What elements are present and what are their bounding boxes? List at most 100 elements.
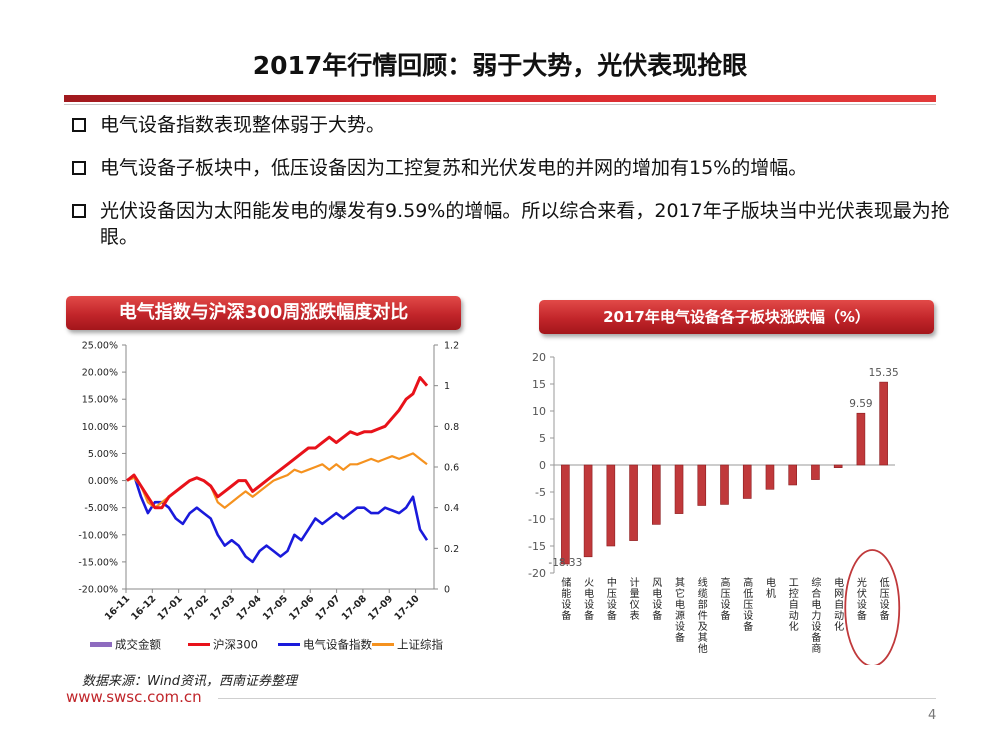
y-tick-label: -10 <box>528 513 546 526</box>
category-label-char: 设 <box>652 599 662 611</box>
left-y-tick-label: -5.00% <box>84 503 118 514</box>
left-y-tick-label: -10.00% <box>78 530 118 541</box>
category-label-char: 电 <box>652 587 662 600</box>
left-y-tick-label: 10.00% <box>82 422 118 433</box>
category-label-char: 电 <box>766 576 776 589</box>
checkbox-bullet-icon <box>72 118 86 132</box>
right-chart-banner: 2017年电气设备各子板块涨跌幅（%） <box>539 300 934 334</box>
legend-swatch <box>90 642 112 647</box>
category-label-char: 及 <box>698 621 708 633</box>
right-y-tick-label: 0.8 <box>444 422 459 433</box>
x-tick-label: 17-08 <box>340 593 370 623</box>
category-label-char: 高 <box>743 576 753 589</box>
series-line-上证综指 <box>126 452 428 509</box>
bullet-text: 电气设备子板块中，低压设备因为工控复苏和光伏发电的并网的增加有15%的增幅。 <box>100 157 808 179</box>
bar-电网自动化 <box>833 464 843 469</box>
bar-中压设备 <box>606 464 616 547</box>
category-label-char: 压 <box>880 588 890 600</box>
category-label-char: 化 <box>834 620 844 633</box>
bar-其它电源设备 <box>674 464 684 514</box>
x-tick-label: 17-10 <box>392 593 422 623</box>
legend-label: 成交金额 <box>115 638 161 652</box>
left-y-tick-label: 0.00% <box>88 476 118 487</box>
category-label-char: 电 <box>584 587 594 600</box>
category-label-char: 源 <box>675 609 685 622</box>
page-number: 4 <box>928 708 937 723</box>
legend-label: 电气设备指数 <box>303 638 372 652</box>
category-label-char: 自 <box>789 598 799 611</box>
x-tick-label: 17-06 <box>287 593 317 623</box>
category-label-char: 控 <box>789 587 799 600</box>
data-source-note: 数据来源：Wind资讯，西南证券整理 <box>82 674 297 689</box>
category-label-char: 力 <box>811 609 821 622</box>
category-label-char: 设 <box>811 621 821 633</box>
footer-rule <box>218 698 936 699</box>
category-label-char: 合 <box>811 587 821 600</box>
category-label-char: 设 <box>880 599 890 611</box>
category-label-char: 压 <box>743 599 753 611</box>
x-tick-label: 17-09 <box>366 593 395 622</box>
y-tick-label: 15 <box>532 378 546 391</box>
right-y-tick-label: 0.4 <box>444 503 459 514</box>
category-label-char: 备 <box>811 631 821 644</box>
y-tick-label: 5 <box>539 432 546 445</box>
x-tick-label: 16-12 <box>129 593 158 622</box>
x-tick-label: 16-11 <box>103 593 132 622</box>
series-line-电气设备指数 <box>126 473 429 564</box>
checkbox-bullet-icon <box>72 161 86 175</box>
category-label-char: 光 <box>857 576 867 589</box>
y-tick-label: 0 <box>539 459 546 472</box>
category-label-char: 备 <box>652 609 662 622</box>
checkbox-bullet-icon <box>72 204 86 218</box>
bullet-text: 光伏设备因为太阳能发电的爆发有9.59%的增幅。所以综合来看，2017年子版块当… <box>100 200 950 248</box>
left-y-tick-label: -15.00% <box>78 557 118 568</box>
category-label-char: 表 <box>630 609 640 622</box>
bar-储能设备 <box>561 464 570 565</box>
series-line-沪深300 <box>126 376 429 510</box>
category-label-char: 电 <box>811 598 821 611</box>
category-label-char: 备 <box>675 631 685 644</box>
category-label-char: 量 <box>630 588 640 600</box>
line-chart-legend: 成交金额 沪深300 电气设备指数 上证综指 <box>90 638 443 652</box>
y-tick-label: -15 <box>528 540 546 553</box>
bar-工控自动化 <box>788 464 798 486</box>
category-label-char: 设 <box>721 599 731 611</box>
left-chart-title: 电气指数与沪深300周涨跌幅度对比 <box>118 302 409 323</box>
category-label-char: 商 <box>811 642 821 655</box>
category-label-char: 计 <box>630 576 640 589</box>
x-tick-label: 17-01 <box>156 593 185 622</box>
category-label-char: 备 <box>857 609 867 622</box>
right-y-tick-label: 0.2 <box>444 544 459 555</box>
bar-高压设备 <box>720 464 729 505</box>
category-label-char: 其 <box>675 577 685 589</box>
category-label-char: 伏 <box>857 587 867 600</box>
bar-综合电力设备商 <box>811 464 820 480</box>
category-label-char: 设 <box>857 599 867 611</box>
legend-label: 上证综指 <box>397 638 443 652</box>
left-chart-banner: 电气指数与沪深300周涨跌幅度对比 <box>66 296 461 330</box>
title-rule <box>64 95 936 102</box>
bar-电机 <box>765 464 775 490</box>
y-tick-label: 20 <box>532 351 546 364</box>
bar-火电设备 <box>583 464 593 558</box>
right-chart-title: 2017年电气设备各子板块涨跌幅（%） <box>603 308 870 326</box>
category-label-char: 件 <box>698 610 708 622</box>
bar-data-label: 9.59 <box>849 398 872 410</box>
x-tick-label: 17-04 <box>234 593 264 623</box>
category-label-char: 设 <box>584 599 594 611</box>
bullet-list: 电气设备指数表现整体弱于大势。 电气设备子板块中，低压设备因为工控复苏和光伏发电… <box>70 112 950 267</box>
category-label-char: 火 <box>584 577 594 589</box>
title-rule-thin <box>64 104 936 105</box>
category-label-char: 中 <box>607 576 617 589</box>
category-label-char: 低 <box>743 587 753 600</box>
category-label-char: 电 <box>675 598 685 611</box>
company-url[interactable]: www.swsc.com.cn <box>66 688 202 706</box>
category-label-char: 备 <box>607 609 617 622</box>
line-chart-series <box>126 376 429 564</box>
left-y-tick-label: -20.00% <box>78 585 118 596</box>
category-label-char: 仪 <box>630 599 640 611</box>
category-label-char: 设 <box>743 610 753 622</box>
category-label-char: 他 <box>698 642 708 655</box>
bar-高低压设备 <box>742 464 752 499</box>
left-y-tick-label: 5.00% <box>88 449 118 460</box>
